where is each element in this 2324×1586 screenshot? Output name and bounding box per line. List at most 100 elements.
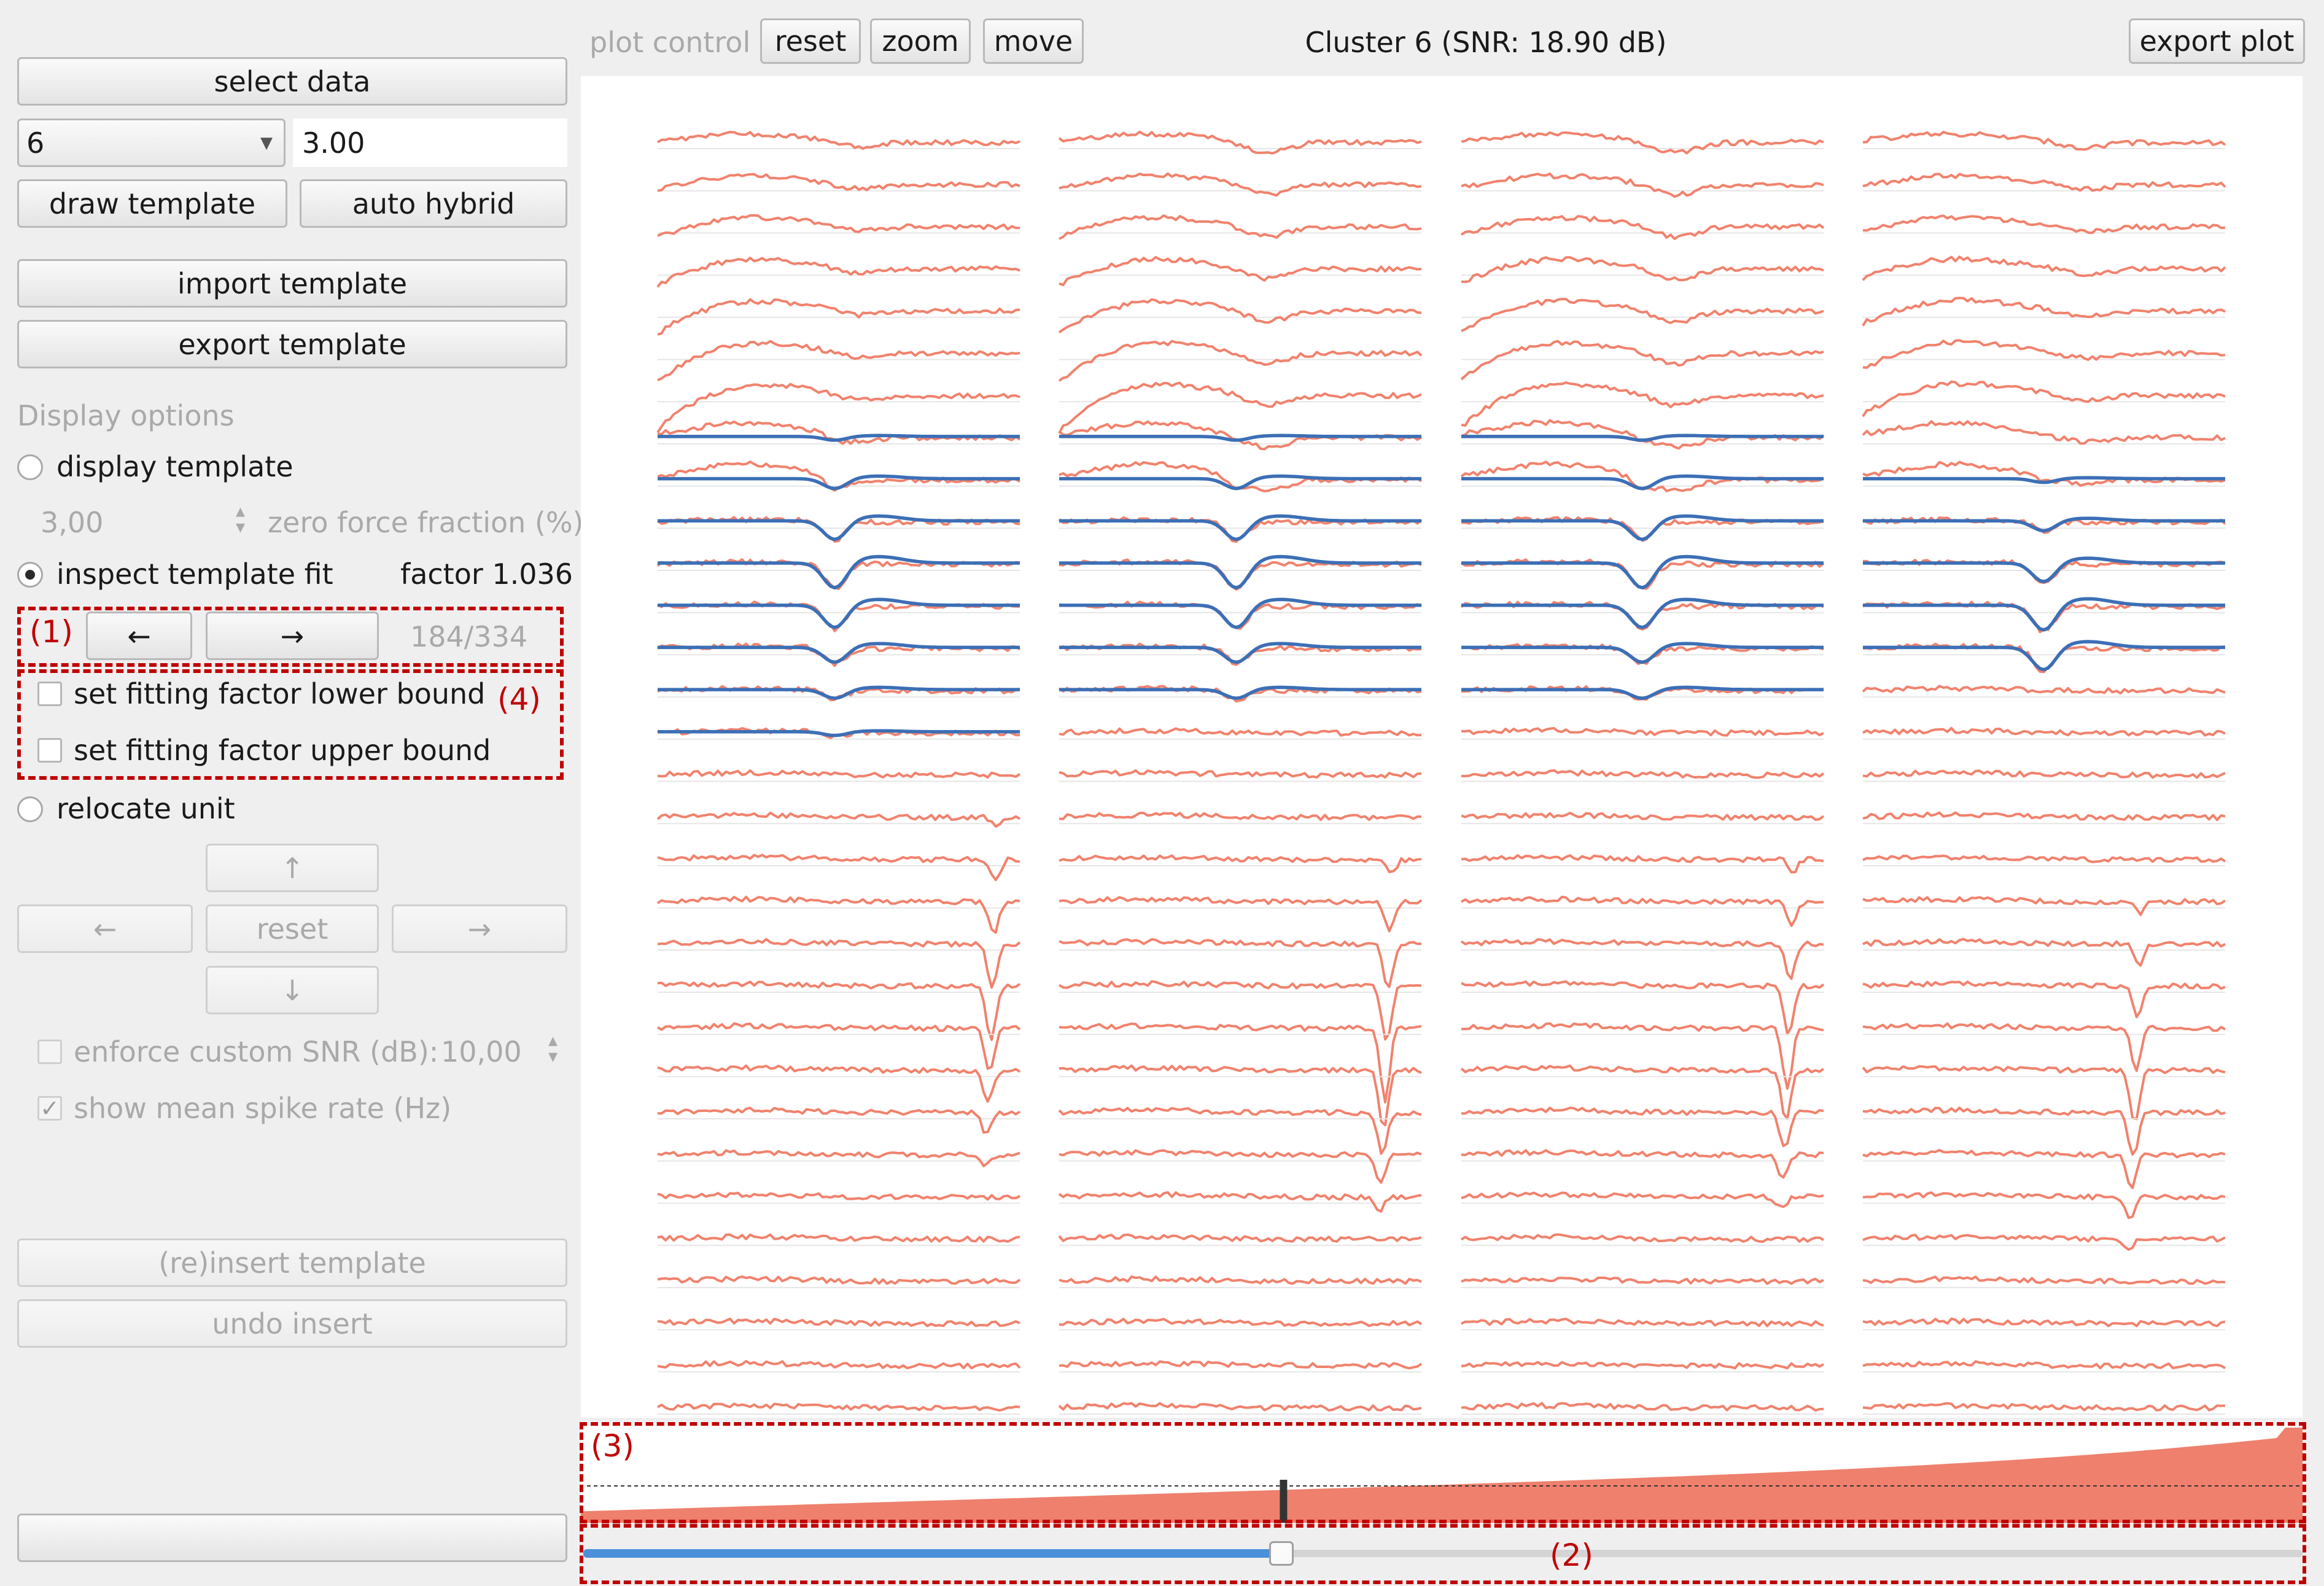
select-data-button[interactable]: select data bbox=[17, 57, 567, 106]
annotation-box-2 bbox=[580, 1524, 2306, 1584]
raw-trace bbox=[1460, 1233, 1824, 1243]
auto-hybrid-label: auto hybrid bbox=[352, 187, 515, 220]
export-template-label: export template bbox=[178, 327, 406, 361]
template-trace bbox=[1863, 476, 2225, 484]
reinsert-template-button[interactable]: (re)insert template bbox=[17, 1238, 567, 1287]
raw-trace bbox=[1461, 895, 1824, 927]
template-trace bbox=[1059, 642, 1421, 664]
export-template-button[interactable]: export template bbox=[17, 320, 567, 368]
relocate-left-button[interactable]: ← bbox=[17, 904, 193, 953]
raw-trace bbox=[1862, 339, 2226, 369]
template-trace bbox=[1059, 474, 1421, 491]
raw-trace bbox=[656, 257, 1020, 288]
raw-trace bbox=[1862, 938, 2226, 967]
raw-trace bbox=[657, 938, 1021, 989]
template-trace bbox=[1863, 516, 2225, 533]
raw-trace bbox=[1862, 811, 2226, 822]
relocate-up-button[interactable]: ↑ bbox=[206, 844, 379, 892]
raw-trace bbox=[1862, 1317, 2226, 1327]
zero-force-value[interactable]: 3,00 bbox=[41, 506, 104, 539]
template-trace bbox=[1461, 474, 1824, 491]
waveform-traces bbox=[656, 130, 2226, 1415]
raw-trace bbox=[1862, 1149, 2226, 1189]
raw-trace bbox=[1059, 1149, 1422, 1184]
raw-trace bbox=[1058, 1402, 1422, 1412]
next-spike-button[interactable]: → bbox=[206, 612, 379, 660]
value-field[interactable]: 3.00 bbox=[293, 119, 567, 167]
import-template-button[interactable]: import template bbox=[17, 259, 567, 308]
prev-spike-button[interactable]: ← bbox=[86, 612, 192, 660]
snr-value[interactable]: 10,00 bbox=[441, 1035, 522, 1068]
lower-bound-checkbox[interactable] bbox=[37, 682, 62, 706]
export-plot-button[interactable]: export plot bbox=[2129, 18, 2305, 64]
lower-bound-label: set fitting factor lower bound bbox=[74, 677, 486, 710]
display-template-label: display template bbox=[56, 450, 293, 483]
raw-trace bbox=[657, 1191, 1020, 1201]
raw-trace bbox=[1862, 214, 2226, 235]
spinner-arrows-icon[interactable]: ▴ ▾ bbox=[236, 500, 246, 538]
raw-trace bbox=[1862, 1065, 2226, 1121]
raw-trace bbox=[1461, 131, 1824, 155]
template-trace bbox=[1863, 597, 2225, 632]
raw-trace bbox=[1059, 1360, 1423, 1370]
raw-trace bbox=[657, 298, 1020, 336]
template-trace bbox=[1461, 514, 1824, 542]
raw-trace bbox=[1862, 769, 2226, 779]
plot-reset-button[interactable]: reset bbox=[760, 18, 861, 64]
raw-trace bbox=[1461, 1022, 1824, 1090]
enforce-snr-label: enforce custom SNR (dB): bbox=[74, 1035, 439, 1068]
plot-move-label: move bbox=[993, 25, 1073, 58]
spike-slider[interactable] bbox=[583, 1541, 2303, 1566]
relocate-reset-button[interactable]: reset bbox=[206, 904, 379, 953]
template-trace bbox=[1059, 514, 1421, 542]
raw-trace bbox=[1862, 297, 2226, 327]
raw-trace bbox=[1862, 255, 2226, 281]
template-trace bbox=[658, 597, 1020, 629]
undo-insert-button[interactable]: undo insert bbox=[17, 1299, 567, 1348]
spike-counter: 184/334 bbox=[410, 620, 528, 653]
display-template-radio[interactable] bbox=[17, 454, 43, 480]
slider-handle[interactable] bbox=[1269, 1541, 1294, 1566]
raw-trace bbox=[1461, 1277, 1824, 1285]
inspect-template-fit-radio[interactable] bbox=[17, 562, 43, 588]
zero-force-label: zero force fraction (%) bbox=[268, 506, 584, 539]
draw-template-button[interactable]: draw template bbox=[17, 179, 287, 228]
plot-zoom-button[interactable]: zoom bbox=[870, 18, 971, 64]
show-rate-checkbox[interactable]: ✓ bbox=[37, 1096, 62, 1121]
raw-trace bbox=[1862, 380, 2226, 418]
raw-trace bbox=[1862, 173, 2226, 192]
import-template-label: import template bbox=[177, 266, 408, 300]
raw-trace bbox=[1461, 1318, 1824, 1327]
template-trace bbox=[1461, 597, 1824, 629]
template-trace bbox=[658, 514, 1020, 542]
template-trace bbox=[658, 729, 1020, 737]
arrow-right-icon: → bbox=[280, 619, 305, 653]
raw-trace bbox=[1461, 980, 1825, 1036]
raw-trace bbox=[1461, 727, 1824, 737]
plot-control-label: plot control bbox=[589, 26, 751, 59]
cluster-select[interactable]: 6 ▼ bbox=[17, 119, 286, 167]
relocate-right-button[interactable]: → bbox=[392, 904, 567, 953]
raw-trace bbox=[1461, 1149, 1824, 1179]
plot-move-button[interactable]: move bbox=[983, 18, 1084, 64]
raw-trace bbox=[657, 1064, 1021, 1103]
spike-overview-plot[interactable] bbox=[581, 1421, 2303, 1523]
relocate-unit-radio[interactable] bbox=[17, 796, 43, 822]
annotation-2: (2) bbox=[1550, 1537, 1593, 1573]
enforce-snr-checkbox[interactable] bbox=[37, 1040, 62, 1064]
relocate-down-button[interactable]: ↓ bbox=[206, 966, 379, 1014]
raw-trace bbox=[656, 811, 1020, 828]
template-trace bbox=[1863, 556, 2225, 583]
auto-hybrid-button[interactable]: auto hybrid bbox=[300, 179, 567, 228]
raw-trace bbox=[1460, 340, 1824, 381]
waveform-plot[interactable] bbox=[581, 76, 2303, 1418]
raw-trace bbox=[657, 1022, 1021, 1070]
reinsert-template-label: (re)insert template bbox=[158, 1246, 426, 1280]
select-data-label: select data bbox=[214, 64, 371, 98]
arrow-left-icon: ← bbox=[127, 619, 151, 653]
spinner-arrows-icon[interactable]: ▴ ▾ bbox=[548, 1030, 558, 1067]
upper-bound-checkbox[interactable] bbox=[37, 738, 62, 763]
raw-trace bbox=[1059, 1064, 1422, 1127]
arrow-right-icon: → bbox=[467, 912, 492, 946]
chevron-down-icon: ▼ bbox=[260, 133, 273, 152]
